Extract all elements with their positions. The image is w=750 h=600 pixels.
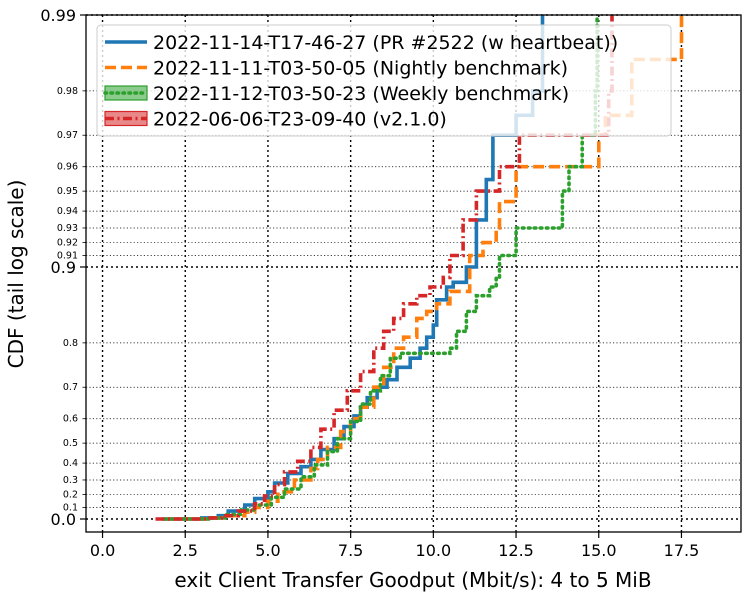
y-major-tick-label: 0.9 — [51, 258, 76, 277]
x-tick-label: 5.0 — [255, 541, 280, 560]
y-minor-tick-label: 0.2 — [63, 490, 78, 501]
legend-label-4: 2022-06-06-T23-09-40 (v2.1.0) — [153, 109, 447, 131]
legend-label-1: 2022-11-14-T17-46-27 (PR #2522 (w heartb… — [153, 32, 618, 54]
y-axis-title: CDF (tail log scale) — [4, 180, 28, 369]
series-lines — [155, 13, 684, 521]
x-tick-label: 10.0 — [416, 541, 452, 560]
y-minor-tick-label: 0.91 — [57, 250, 78, 261]
y-minor-tick-label: 0.95 — [57, 186, 78, 197]
series-line-1 — [162, 15, 545, 521]
series-line-3 — [163, 13, 599, 521]
y-minor-tick-label: 0.5 — [63, 438, 78, 449]
y-minor-tick-label: 0.1 — [63, 502, 78, 513]
y-minor-tick-label: 0.98 — [57, 86, 78, 97]
y-minor-tick-label: 0.6 — [63, 414, 78, 425]
y-minor-tick-label: 0.97 — [57, 130, 78, 141]
y-minor-tick-label: 0.94 — [57, 206, 78, 217]
y-axis-ticks: 0.10.2 0.3 0.4 0.5 0.6 0.7 0.8 0.910.92 0.93 0.94… — [40, 6, 86, 529]
x-axis-ticks: 0.0 2.5 5.0 7.5 10.0 12.5 15.0 17.5 — [90, 532, 699, 560]
legend: 2022-11-14-T17-46-27 (PR #2522 (w heartb… — [96, 24, 672, 137]
plot-frame — [85, 14, 742, 533]
y-minor-tick-label: 0.96 — [57, 162, 78, 173]
y-minor-tick-label: 0.8 — [63, 338, 78, 349]
series-line-4 — [155, 15, 614, 521]
x-tick-label: 12.5 — [498, 541, 534, 560]
y-minor-tick-label: 0.92 — [57, 238, 78, 249]
x-tick-label: 0.0 — [90, 541, 115, 560]
x-tick-label: 7.5 — [338, 541, 363, 560]
legend-box — [96, 24, 672, 137]
y-minor-tick-label: 0.93 — [57, 223, 78, 234]
x-axis-title: exit Client Transfer Goodput (Mbit/s): 4… — [174, 568, 651, 592]
y-major-tick-label: 0.0 — [51, 510, 76, 529]
x-tick-label: 17.5 — [664, 541, 700, 560]
y-major-tick-label: 0.99 — [40, 6, 76, 25]
axes — [85, 14, 742, 533]
legend-label-3: 2022-11-12-T03-50-23 (Weekly benchmark) — [153, 83, 569, 105]
x-tick-label: 2.5 — [173, 541, 198, 560]
y-minor-tick-label: 0.7 — [63, 382, 78, 393]
x-tick-label: 15.0 — [581, 541, 617, 560]
y-minor-tick-label: 0.4 — [63, 458, 78, 469]
y-minor-tick-label: 0.3 — [63, 475, 78, 486]
legend-label-2: 2022-11-11-T03-50-05 (Nightly benchmark) — [153, 58, 568, 80]
